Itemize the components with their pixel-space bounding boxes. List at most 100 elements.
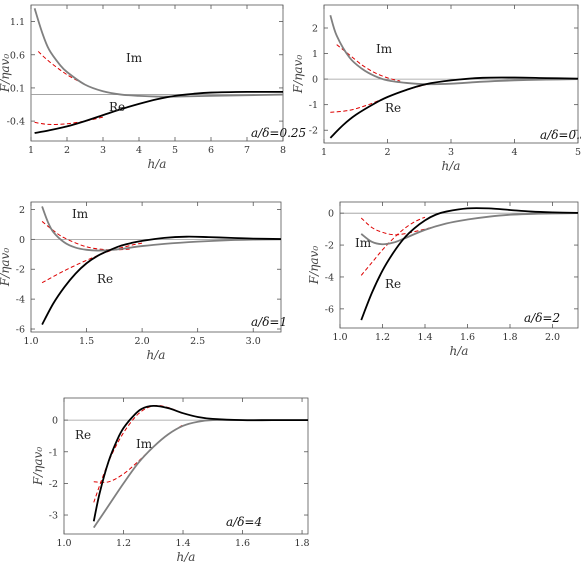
x-tick-label: 1 xyxy=(321,147,327,158)
series-line-re-approx xyxy=(360,216,426,276)
chart-panel-5: 1.0 1.2 1.4 1.6 1.8 -3 -2 -1 0 h/a F/ηav₀ Re Im a/δ=4 xyxy=(31,397,310,564)
x-tick-label: 2 xyxy=(64,145,70,156)
series-line-re xyxy=(360,207,578,321)
y-tick-label: -1 xyxy=(309,100,318,111)
chart-panel-2: 1 2 3 4 5 -2 -1 0 1 2 h/a F/ηav₀ Re Im a/δ=0.5 xyxy=(291,4,581,173)
y-tick-label: -2 xyxy=(49,479,58,490)
y-tick-label: -4 xyxy=(325,272,334,283)
series-line-im-approx xyxy=(360,217,447,236)
x-axis-label: h/a xyxy=(450,344,469,358)
y-tick-label: 0 xyxy=(328,209,334,220)
x-tick-label: 5 xyxy=(172,145,178,156)
series-line-im xyxy=(93,419,308,529)
panel-annotation: a/δ=0.5 xyxy=(540,128,581,142)
x-tick-label: 1.2 xyxy=(116,538,131,549)
x-axis-label: h/a xyxy=(442,159,461,173)
series-line-re xyxy=(329,76,578,139)
x-tick-label: 1.4 xyxy=(175,538,190,549)
y-tick-label: -2 xyxy=(325,241,334,252)
series-group xyxy=(92,405,308,529)
curve-label-im: Im xyxy=(355,236,372,250)
y-tick-label: 0 xyxy=(52,416,58,427)
y-tick-label: -0.4 xyxy=(7,117,25,128)
curve-label-re: Re xyxy=(97,272,113,286)
series-line-im-approx xyxy=(336,44,401,82)
y-tick-label: -2 xyxy=(16,265,25,276)
series-line-re xyxy=(34,90,283,134)
x-tick-label: 1.0 xyxy=(56,538,71,549)
y-axis-label: F/ηav₀ xyxy=(0,54,12,93)
x-tick-label: 4 xyxy=(511,147,517,158)
series-line-im xyxy=(33,8,283,98)
x-tick-label: 1.8 xyxy=(294,538,309,549)
series-group xyxy=(41,206,281,325)
y-tick-label: -2 xyxy=(309,126,318,137)
x-tick-label: 1.6 xyxy=(460,332,475,343)
x-tick-label: 3.0 xyxy=(246,336,261,347)
panel-annotation: a/δ=4 xyxy=(226,515,262,529)
y-axis-label: F/ηav₀ xyxy=(31,447,45,486)
panel-annotation: a/δ=0.25 xyxy=(251,126,306,140)
x-tick-label: 1 xyxy=(28,145,34,156)
x-tick-label: 3 xyxy=(100,145,106,156)
y-tick-label: -1 xyxy=(49,447,58,458)
x-tick-label: 1.2 xyxy=(375,332,390,343)
y-tick-label: 2 xyxy=(19,205,25,216)
x-tick-label: 4 xyxy=(136,145,142,156)
y-tick-label: -6 xyxy=(16,325,25,336)
chart-panel-1: 1 2 3 4 5 6 7 8 -0.4 0.1 0.6 1.1 h/a F/ηav₀ Re Im a/δ=0.… xyxy=(0,4,306,171)
y-axis-label: F/ηav₀ xyxy=(0,248,12,287)
panel-annotation: a/δ=2 xyxy=(524,311,560,325)
x-tick-label: 7 xyxy=(244,145,250,156)
x-tick-label: 2.5 xyxy=(190,336,205,347)
x-tick-label: 1.5 xyxy=(79,336,94,347)
x-axis-label: h/a xyxy=(148,157,167,171)
curve-label-re: Re xyxy=(109,100,125,114)
y-tick-label: 1 xyxy=(312,49,318,60)
series-line-im xyxy=(329,14,578,86)
series-line-re xyxy=(41,235,281,325)
series-group xyxy=(329,14,578,139)
x-tick-label: 8 xyxy=(280,145,286,156)
series-line-im xyxy=(360,212,578,246)
curve-label-im: Im xyxy=(376,42,393,56)
x-tick-label: 1.0 xyxy=(23,336,38,347)
x-tick-label: 2.0 xyxy=(545,332,560,343)
curve-label-re: Re xyxy=(75,428,91,442)
y-tick-label: -6 xyxy=(325,304,334,315)
x-axis-label: h/a xyxy=(147,348,166,362)
y-tick-label: 0.1 xyxy=(10,83,25,94)
curve-label-im: Im xyxy=(126,51,143,65)
x-tick-label: 2.0 xyxy=(135,336,150,347)
plot-frame xyxy=(30,201,282,333)
plot-frame xyxy=(323,4,579,144)
series-line-re-approx xyxy=(34,116,104,125)
y-tick-label: -4 xyxy=(16,295,25,306)
plot-frame xyxy=(339,201,579,329)
x-axis-label: h/a xyxy=(177,550,196,564)
y-tick-label: 0.6 xyxy=(10,50,25,61)
y-axis-label: F/ηav₀ xyxy=(291,55,305,94)
y-tick-label: -3 xyxy=(49,511,58,522)
series-group xyxy=(33,8,283,134)
series-line-re xyxy=(92,405,308,522)
series-group xyxy=(360,207,578,321)
x-tick-label: 5 xyxy=(575,147,581,158)
plot-frame xyxy=(30,4,284,142)
panel-annotation: a/δ=1 xyxy=(251,315,287,329)
x-tick-label: 1.0 xyxy=(332,332,347,343)
y-tick-label: 0 xyxy=(312,75,318,86)
chart-panel-3: 1.0 1.5 2.0 2.5 3.0 -6 -4 -2 0 2 h/a F/ηav₀ Re Im a/δ=… xyxy=(0,201,287,362)
x-tick-label: 1.6 xyxy=(235,538,250,549)
x-tick-label: 3 xyxy=(448,147,454,158)
plot-frame xyxy=(63,397,309,535)
curve-label-re: Re xyxy=(385,101,401,115)
x-tick-label: 1.8 xyxy=(502,332,517,343)
curve-label-re: Re xyxy=(385,277,401,291)
chart-panel-4: 1.0 1.2 1.4 1.6 1.8 2.0 -6 -4 -2 0 h/a F/ηav₀ Re Im a/… xyxy=(307,201,579,358)
x-tick-label: 6 xyxy=(208,145,214,156)
curve-label-im: Im xyxy=(72,207,89,221)
y-tick-label: 0 xyxy=(19,235,25,246)
x-tick-label: 1.4 xyxy=(417,332,432,343)
